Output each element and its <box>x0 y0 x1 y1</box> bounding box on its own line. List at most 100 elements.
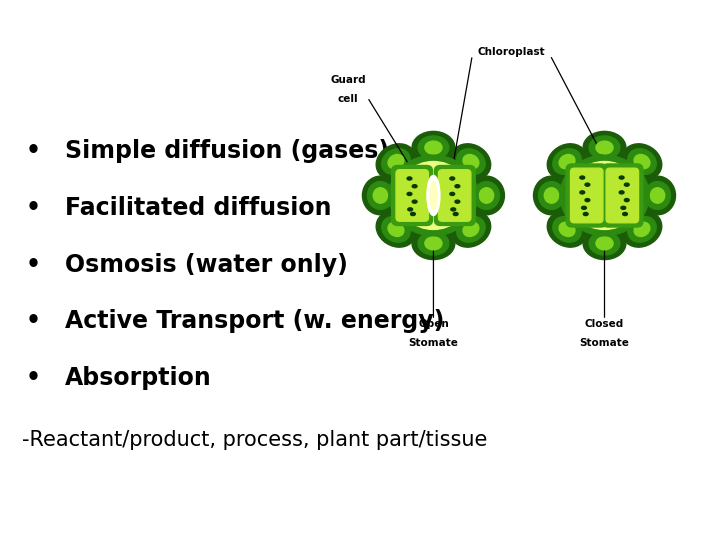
Ellipse shape <box>553 149 581 174</box>
Ellipse shape <box>456 217 485 242</box>
Ellipse shape <box>589 136 620 159</box>
Ellipse shape <box>559 154 575 169</box>
Ellipse shape <box>580 176 585 179</box>
Ellipse shape <box>589 232 620 255</box>
Ellipse shape <box>585 183 590 186</box>
Ellipse shape <box>382 217 410 242</box>
Ellipse shape <box>376 144 415 179</box>
Text: •: • <box>25 196 40 220</box>
Text: Stomate: Stomate <box>580 338 629 348</box>
Ellipse shape <box>583 212 588 215</box>
Ellipse shape <box>628 217 656 242</box>
FancyBboxPatch shape <box>392 165 433 226</box>
Text: •: • <box>25 309 40 333</box>
FancyBboxPatch shape <box>438 170 471 221</box>
Ellipse shape <box>622 144 662 179</box>
Ellipse shape <box>569 161 640 230</box>
Ellipse shape <box>628 149 656 174</box>
Ellipse shape <box>582 206 586 210</box>
Ellipse shape <box>585 199 590 201</box>
Ellipse shape <box>553 217 581 242</box>
Ellipse shape <box>451 208 456 211</box>
Ellipse shape <box>408 208 413 211</box>
Ellipse shape <box>413 185 417 188</box>
Ellipse shape <box>450 177 454 180</box>
Ellipse shape <box>389 156 478 235</box>
Ellipse shape <box>559 222 575 237</box>
Ellipse shape <box>382 149 410 174</box>
Ellipse shape <box>634 222 650 237</box>
Text: Open: Open <box>418 319 449 329</box>
Ellipse shape <box>413 200 417 203</box>
Ellipse shape <box>425 237 442 250</box>
Ellipse shape <box>418 136 449 159</box>
Ellipse shape <box>544 188 559 203</box>
Ellipse shape <box>427 176 440 215</box>
Ellipse shape <box>547 212 587 247</box>
Ellipse shape <box>418 232 449 255</box>
Ellipse shape <box>376 212 415 247</box>
Ellipse shape <box>534 176 570 215</box>
Text: Closed: Closed <box>585 319 624 329</box>
Text: -Reactant/product, process, plant part/tissue: -Reactant/product, process, plant part/t… <box>22 430 487 450</box>
Ellipse shape <box>624 183 629 186</box>
Ellipse shape <box>583 227 626 260</box>
Ellipse shape <box>425 141 442 154</box>
Ellipse shape <box>430 181 437 210</box>
FancyBboxPatch shape <box>602 164 643 227</box>
Ellipse shape <box>580 191 585 194</box>
Text: Simple diffusion (gases): Simple diffusion (gases) <box>65 139 389 163</box>
Ellipse shape <box>455 200 460 203</box>
Ellipse shape <box>469 176 505 215</box>
FancyBboxPatch shape <box>396 170 428 221</box>
Text: •: • <box>25 139 40 163</box>
Ellipse shape <box>624 199 629 201</box>
Ellipse shape <box>412 227 455 260</box>
FancyBboxPatch shape <box>570 168 603 223</box>
Ellipse shape <box>456 149 485 174</box>
Ellipse shape <box>450 192 454 195</box>
Text: Osmosis (water only): Osmosis (water only) <box>65 253 348 276</box>
Ellipse shape <box>596 237 613 250</box>
Text: •: • <box>25 253 40 276</box>
Ellipse shape <box>644 181 670 210</box>
Ellipse shape <box>634 154 650 169</box>
Ellipse shape <box>622 212 662 247</box>
Ellipse shape <box>539 181 564 210</box>
Ellipse shape <box>373 188 387 203</box>
Ellipse shape <box>583 131 626 164</box>
Text: Facilitated diffusion: Facilitated diffusion <box>65 196 331 220</box>
Text: Absorption: Absorption <box>65 366 212 390</box>
Ellipse shape <box>480 188 494 203</box>
Ellipse shape <box>412 131 455 164</box>
Text: Active Transport (w. energy): Active Transport (w. energy) <box>65 309 444 333</box>
Ellipse shape <box>560 156 649 235</box>
FancyBboxPatch shape <box>566 164 607 227</box>
Ellipse shape <box>463 154 479 169</box>
Ellipse shape <box>454 212 458 215</box>
Ellipse shape <box>619 191 624 194</box>
Ellipse shape <box>451 212 491 247</box>
Ellipse shape <box>407 192 412 195</box>
Ellipse shape <box>474 181 500 210</box>
Ellipse shape <box>639 176 675 215</box>
Ellipse shape <box>388 222 404 237</box>
Ellipse shape <box>623 212 627 215</box>
Ellipse shape <box>619 176 624 179</box>
Ellipse shape <box>367 181 393 210</box>
Text: Stomate: Stomate <box>408 338 459 348</box>
Ellipse shape <box>547 144 587 179</box>
Ellipse shape <box>407 177 412 180</box>
Text: •: • <box>25 366 40 390</box>
FancyBboxPatch shape <box>606 168 639 223</box>
Ellipse shape <box>455 185 460 188</box>
Ellipse shape <box>621 206 626 210</box>
Ellipse shape <box>388 154 404 169</box>
Text: Chloroplast: Chloroplast <box>477 46 545 57</box>
Ellipse shape <box>410 212 415 215</box>
Ellipse shape <box>451 144 491 179</box>
Text: Guard: Guard <box>330 75 366 85</box>
Ellipse shape <box>650 188 665 203</box>
Ellipse shape <box>596 141 613 154</box>
Ellipse shape <box>463 222 479 237</box>
